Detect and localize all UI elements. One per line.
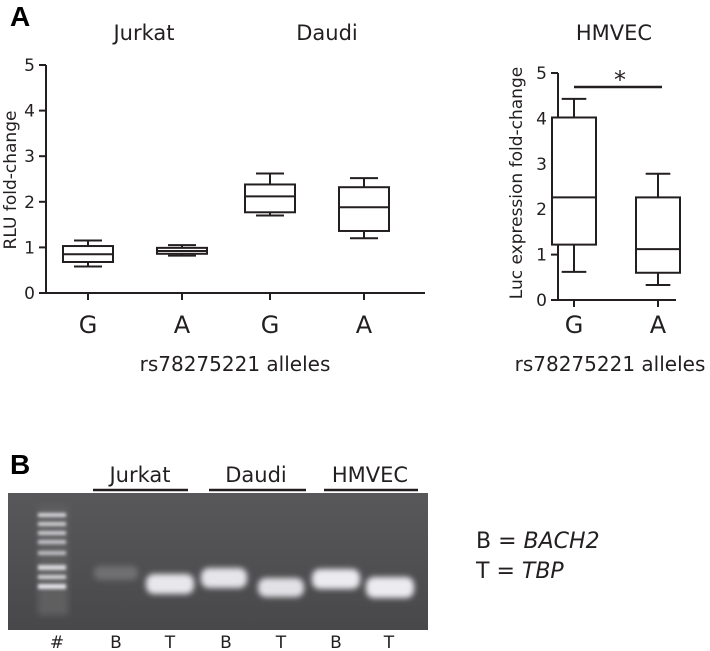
gel-group-labels: Jurkat Daudi HMVEC xyxy=(93,463,418,492)
y-tick-label: 3 xyxy=(536,155,547,175)
lane-labels: # B T B T B T xyxy=(50,633,395,651)
significance-star: * xyxy=(614,66,626,94)
band-daudi-b xyxy=(201,568,247,588)
band-jurkat-t xyxy=(146,574,194,594)
box-daudi-g xyxy=(244,172,296,217)
y-tick-label: 5 xyxy=(24,56,35,76)
legend-entry-tbp: T = TBP xyxy=(475,559,564,584)
panel-b-label: B xyxy=(10,449,30,480)
box-iqr xyxy=(635,196,681,274)
x-tick-label: G xyxy=(79,311,98,339)
box-jurkat-a xyxy=(156,244,208,257)
panel-a-label: A xyxy=(10,1,30,32)
x-tick-label: G xyxy=(565,311,584,339)
gel-group-hmvec: HMVEC xyxy=(332,463,408,487)
band-hmvec-t xyxy=(366,577,414,598)
x-tick-label: G xyxy=(261,311,280,339)
x-tick-label: A xyxy=(174,311,191,339)
y-tick-label: 2 xyxy=(24,193,35,213)
y-axis-label: Luc expression fold-change xyxy=(507,67,527,299)
bands xyxy=(94,566,414,598)
y-tick-label: 2 xyxy=(536,200,547,220)
y-axis-label: RLU fold-change xyxy=(1,111,21,250)
lane-label: B xyxy=(330,633,342,651)
group-label-jurkat: Jurkat xyxy=(111,21,174,45)
chart-rlu: Jurkat Daudi RLU fold-change rs78275221 … xyxy=(1,21,425,376)
lane-label: B xyxy=(220,633,232,651)
lane-label: B xyxy=(110,633,122,651)
y-tick-label: 4 xyxy=(24,102,35,122)
box-hmvec-g xyxy=(551,97,597,273)
lane-label: # xyxy=(50,633,64,651)
gel-group-jurkat: Jurkat xyxy=(107,463,170,487)
legend-entry-bach2: B = BACH2 xyxy=(476,529,600,554)
band-daudi-t xyxy=(258,578,304,597)
chart-luc: HMVEC Luc expression fold-change rs78275… xyxy=(507,21,705,376)
group-label-hmvec: HMVEC xyxy=(576,21,652,45)
lane-label: T xyxy=(164,633,176,651)
y-tick-label: 3 xyxy=(24,147,35,167)
y-tick-label: 4 xyxy=(536,109,547,129)
y-tick-label: 0 xyxy=(536,291,547,311)
group-label-daudi: Daudi xyxy=(296,21,358,45)
box-daudi-a xyxy=(338,177,390,240)
box-iqr xyxy=(551,116,597,246)
x-tick-label: A xyxy=(356,311,373,339)
y-tick-label: 1 xyxy=(536,246,547,266)
y-tick-label: 0 xyxy=(24,284,35,304)
box-hmvec-a xyxy=(635,172,681,287)
box-iqr xyxy=(338,186,390,232)
gel-image: Jurkat Daudi HMVEC # B T B T B T xyxy=(8,463,428,651)
x-axis-label: rs78275221 alleles xyxy=(140,352,331,376)
ladder xyxy=(38,505,68,615)
gel-background xyxy=(8,493,428,630)
y-tick-label: 5 xyxy=(536,64,547,84)
band-jurkat-b xyxy=(94,566,138,580)
gel-group-daudi: Daudi xyxy=(225,463,287,487)
y-tick-label: 1 xyxy=(24,238,35,258)
gel-legend: B = BACH2 T = TBP xyxy=(475,529,600,584)
box-jurkat-g xyxy=(62,239,114,268)
band-hmvec-b xyxy=(312,569,360,589)
x-tick-label: A xyxy=(650,311,667,339)
lane-label: T xyxy=(275,633,287,651)
box-iqr xyxy=(244,183,296,214)
lane-label: T xyxy=(383,633,395,651)
x-axis-label: rs78275221 alleles xyxy=(515,352,706,376)
